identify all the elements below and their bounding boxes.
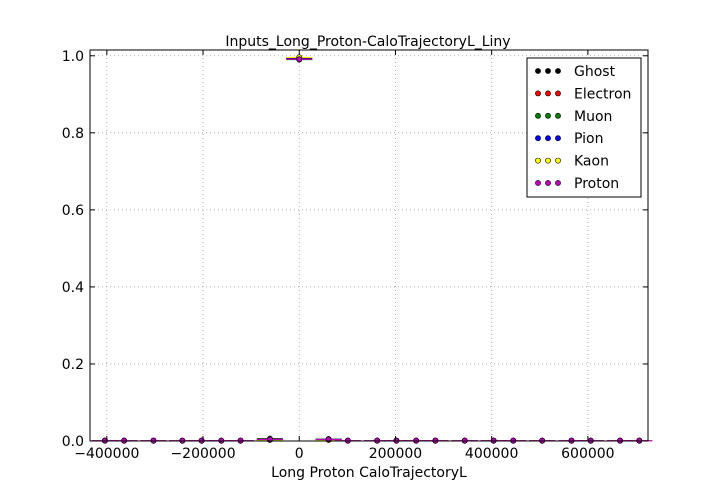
legend-label: Electron xyxy=(574,86,631,102)
legend-marker xyxy=(555,157,561,164)
legend-marker xyxy=(535,157,541,164)
x-tick-label: −200000 xyxy=(170,446,235,462)
legend-marker xyxy=(535,112,541,119)
legend-marker xyxy=(545,135,551,142)
legend: Ghost Electron Muon Pion Kaon Proton xyxy=(526,57,642,198)
legend-item-electron: Electron xyxy=(535,86,631,102)
y-tick-label: 0.0 xyxy=(62,434,84,450)
x-tick-label: 0 xyxy=(295,446,304,462)
legend-marker xyxy=(545,157,551,164)
legend-marker xyxy=(555,180,561,186)
legend-label: Ghost xyxy=(574,64,616,80)
legend-marker xyxy=(545,90,551,97)
legend-marker xyxy=(535,180,541,186)
chart-title: Inputs_Long_Proton-CaloTrajectoryL_Liny xyxy=(225,34,510,50)
legend-label: Proton xyxy=(574,176,619,192)
legend-marker xyxy=(545,68,551,74)
x-tick-label: 200000 xyxy=(369,446,422,462)
legend-item-proton: Proton xyxy=(535,176,619,192)
legend-marker xyxy=(555,90,561,97)
legend-label: Muon xyxy=(574,109,612,125)
legend-label: Pion xyxy=(574,131,603,147)
y-tick-label: 0.2 xyxy=(62,357,84,373)
x-tick-label: 600000 xyxy=(561,446,614,462)
legend-item-pion: Pion xyxy=(535,131,603,147)
x-axis-label: Long Proton CaloTrajectoryL xyxy=(271,465,467,481)
legend-marker xyxy=(555,68,561,74)
y-tick-label: 0.6 xyxy=(62,203,84,219)
data-point xyxy=(296,56,303,63)
x-tick-label: 400000 xyxy=(465,446,518,462)
legend-marker xyxy=(535,135,541,142)
y-tick-label: 0.8 xyxy=(62,126,84,142)
axis-ticks: −400000 −200000 0 200000 400000 600000 0.0 0.2 0… xyxy=(62,49,648,462)
legend-item-ghost: Ghost xyxy=(535,64,616,80)
y-tick-label: 1.0 xyxy=(62,49,84,65)
plot-frame xyxy=(89,49,649,442)
legend-marker xyxy=(535,68,541,74)
legend-item-kaon: Kaon xyxy=(535,154,609,170)
legend-label: Kaon xyxy=(574,154,609,170)
legend-marker xyxy=(555,135,561,142)
legend-marker xyxy=(545,180,551,186)
legend-item-muon: Muon xyxy=(535,109,612,125)
legend-box xyxy=(526,57,642,198)
legend-marker xyxy=(555,112,561,119)
legend-marker xyxy=(545,112,551,119)
x-tick-label: −400000 xyxy=(74,446,139,462)
y-tick-label: 0.4 xyxy=(62,280,84,296)
legend-marker xyxy=(535,90,541,97)
